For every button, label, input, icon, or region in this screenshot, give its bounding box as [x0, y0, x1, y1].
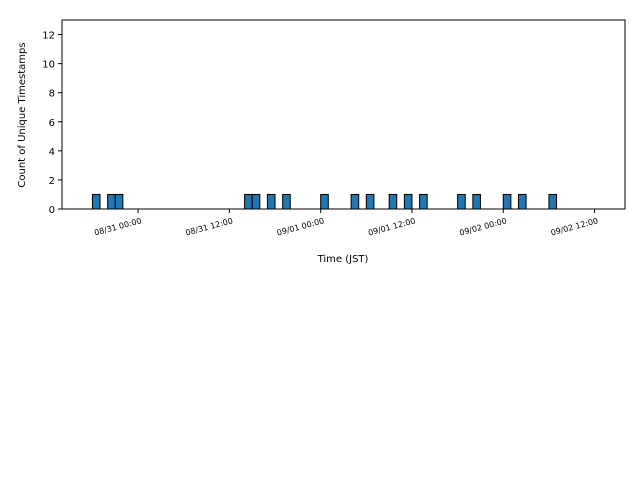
bar	[266, 193, 276, 210]
bar	[320, 193, 329, 210]
y-tick-label: 4	[49, 147, 55, 158]
bar	[472, 193, 481, 210]
bar	[419, 193, 428, 210]
bar	[548, 193, 558, 210]
bar	[107, 193, 116, 210]
bar	[457, 193, 466, 210]
y-tick-label: 12	[42, 31, 55, 42]
plot-frame	[61, 19, 626, 210]
bar	[365, 193, 375, 210]
y-tick-label: 2	[49, 176, 55, 187]
x-tick-label: 08/31 00:00	[93, 216, 142, 237]
bar	[282, 193, 291, 210]
bar	[403, 193, 413, 210]
bar	[91, 193, 101, 210]
x-tick-label: 09/02 12:00	[550, 216, 599, 237]
x-axis-label: Time (JST)	[317, 254, 369, 265]
y-tick-label: 8	[49, 89, 55, 100]
x-tick-label: 09/01 00:00	[276, 216, 325, 237]
x-tick-label: 09/01 12:00	[367, 216, 416, 237]
x-tick-label: 09/02 00:00	[458, 216, 507, 237]
y-tick-label: 10	[42, 60, 55, 71]
y-tick-label: 0	[49, 205, 55, 216]
bar	[244, 193, 253, 210]
bar	[517, 193, 527, 210]
bar	[350, 193, 360, 210]
bar	[251, 193, 261, 210]
bar	[114, 193, 124, 210]
y-axis-label: Count of Unique Timestamps	[17, 42, 28, 187]
x-tick-label: 08/31 12:00	[185, 216, 234, 237]
bar	[502, 193, 512, 210]
bar	[388, 193, 398, 210]
y-tick-label: 6	[49, 118, 55, 129]
